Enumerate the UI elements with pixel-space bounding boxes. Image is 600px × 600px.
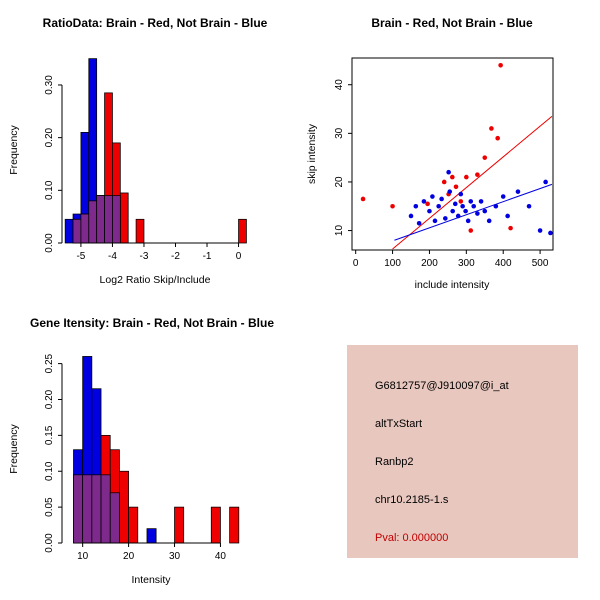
svg-text:30: 30 [169, 551, 181, 562]
gene-symbol-text: Ranbp2 [375, 456, 414, 468]
panel-gene-info: G6812757@J910097@i_at altTxStart Ranbp2 … [300, 300, 600, 600]
intensity-histogram-title: Gene Itensity: Brain - Red, Not Brain - … [30, 316, 274, 330]
intensity-histogram-chart: Gene Itensity: Brain - Red, Not Brain - … [8, 316, 274, 586]
intensity-histogram-xlabel: Intensity [131, 574, 171, 586]
scatter-ylabel: skip intensity [306, 123, 318, 184]
not-brain-blue-points [408, 169, 553, 236]
svg-text:100: 100 [384, 258, 401, 269]
svg-text:0: 0 [353, 258, 359, 269]
panel-scatter: Brain - Red, Not Brain - Blue include int… [300, 0, 600, 300]
svg-text:-4: -4 [108, 251, 117, 262]
not-brain-blue-fit-line [394, 183, 553, 241]
svg-text:200: 200 [421, 258, 438, 269]
svg-text:-3: -3 [140, 251, 149, 262]
pval-text: Pval: 0.000000 [375, 532, 449, 544]
event-type-text: altTxStart [375, 418, 423, 430]
scatter-xlabel: include intensity [415, 279, 490, 291]
svg-text:0.20: 0.20 [44, 389, 55, 409]
brain-red-points [360, 62, 513, 233]
ratio-histogram-xlabel: Log2 Ratio Skip/Include [100, 274, 211, 286]
svg-text:0: 0 [236, 251, 242, 262]
locus-text: chr10.2185-1.s [375, 494, 449, 506]
svg-text:-2: -2 [171, 251, 180, 262]
intensity-histogram-bars [73, 356, 240, 544]
svg-text:40: 40 [215, 551, 227, 562]
ratio-histogram-chart: RatioData: Brain - Red, Not Brain - Blue… [8, 16, 268, 286]
svg-text:20: 20 [123, 551, 135, 562]
probe-id-text: G6812757@J910097@i_at [375, 380, 509, 392]
svg-text:-5: -5 [76, 251, 85, 262]
svg-text:400: 400 [495, 258, 512, 269]
brain-red-fit-line [392, 115, 553, 250]
panel-intensity-histogram: Gene Itensity: Brain - Red, Not Brain - … [0, 300, 300, 600]
gene-info-box: G6812757@J910097@i_at altTxStart Ranbp2 … [347, 345, 578, 558]
svg-text:0.10: 0.10 [44, 461, 55, 481]
svg-text:0.00: 0.00 [44, 533, 55, 553]
svg-text:0.30: 0.30 [44, 75, 55, 95]
svg-text:-1: -1 [203, 251, 212, 262]
ratio-histogram-ylabel: Frequency [8, 124, 20, 174]
panel-ratio-histogram: RatioData: Brain - Red, Not Brain - Blue… [0, 0, 300, 300]
svg-text:40: 40 [334, 79, 345, 91]
scatter-title: Brain - Red, Not Brain - Blue [371, 16, 533, 30]
scatter-chart: Brain - Red, Not Brain - Blue include int… [306, 16, 554, 291]
svg-text:0.05: 0.05 [44, 497, 55, 517]
svg-text:30: 30 [334, 127, 345, 139]
ratio-histogram-bars [64, 58, 247, 244]
scatter-plot-box [351, 57, 554, 251]
svg-text:10: 10 [77, 551, 89, 562]
svg-text:0.15: 0.15 [44, 425, 55, 445]
svg-text:20: 20 [334, 176, 345, 188]
svg-text:0.20: 0.20 [44, 127, 55, 147]
svg-text:500: 500 [532, 258, 549, 269]
svg-text:0.25: 0.25 [44, 353, 55, 373]
intensity-histogram-ylabel: Frequency [8, 423, 20, 473]
svg-text:0.10: 0.10 [44, 180, 55, 200]
ratio-histogram-title: RatioData: Brain - Red, Not Brain - Blue [43, 16, 268, 30]
svg-text:10: 10 [334, 225, 345, 237]
svg-text:0.00: 0.00 [44, 233, 55, 253]
svg-text:300: 300 [458, 258, 475, 269]
